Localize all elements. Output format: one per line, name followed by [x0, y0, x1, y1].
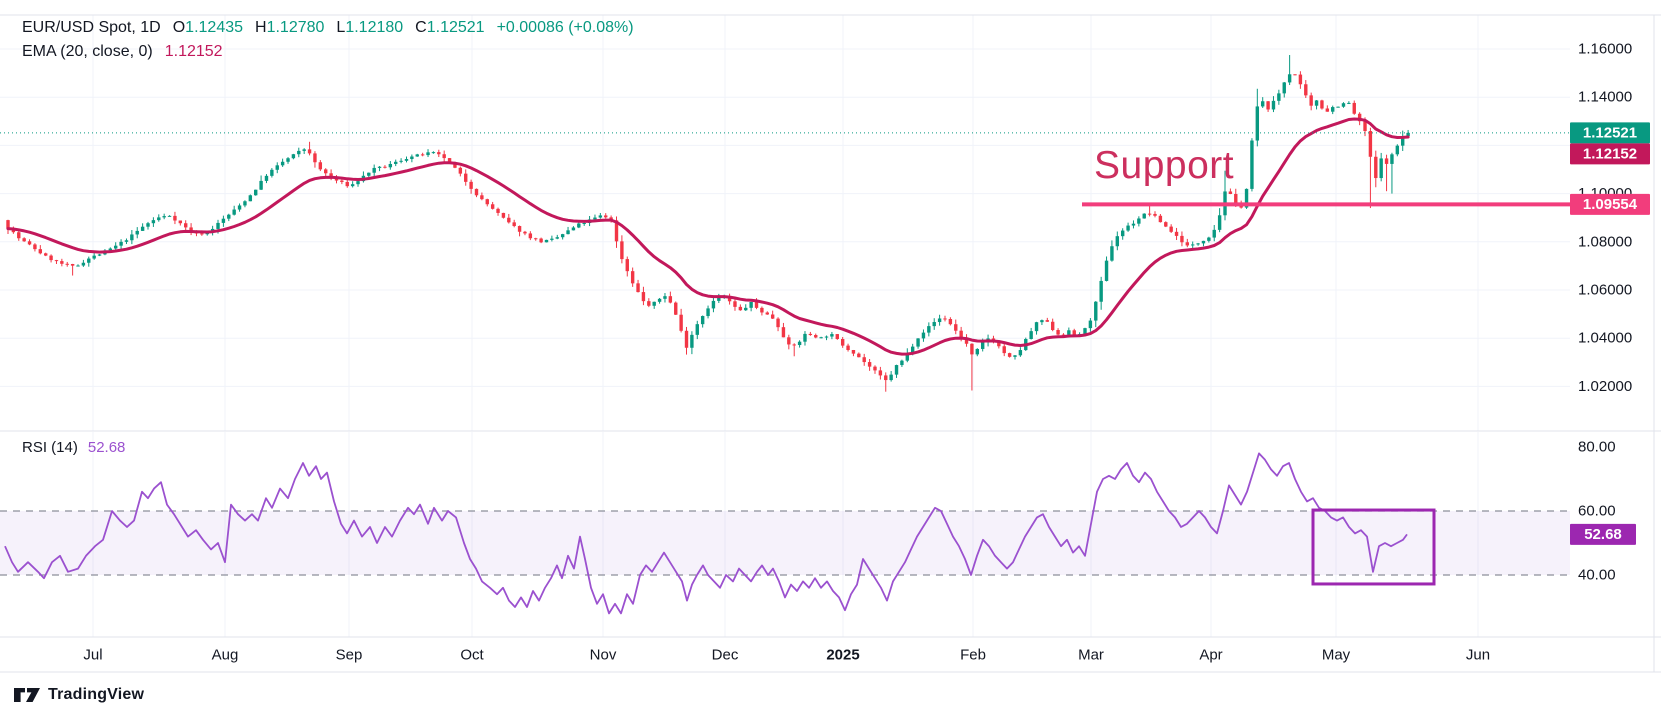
price-axis-label: 1.14000 — [1578, 89, 1632, 106]
rsi-axis-label: 80.00 — [1578, 439, 1616, 456]
rsi-axis-label: 60.00 — [1578, 503, 1616, 520]
price-badge-last-text: 1.12521 — [1583, 124, 1637, 141]
time-axis-label: Nov — [590, 647, 617, 664]
rsi-legend-value: 52.68 — [87, 439, 126, 456]
support-text-annotation[interactable]: Support — [1094, 144, 1235, 187]
ema-legend-label: EMA (20, close, 0) — [22, 43, 153, 60]
rsi-axis-label: 40.00 — [1578, 567, 1616, 584]
price-badge-ema — [1570, 143, 1650, 165]
price-badge-support — [1570, 193, 1650, 215]
tradingview-brand-text: TradingView — [48, 686, 145, 703]
symbol-legend-row[interactable]: EUR/USD Spot, 1D O1.12435 H1.12780 L1.12… — [22, 19, 646, 37]
pane-borders — [0, 14, 1661, 673]
price-axis-label: 1.08000 — [1578, 233, 1632, 250]
ema-legend-value: 1.12152 — [164, 43, 223, 60]
time-axis-label: Feb — [960, 647, 986, 664]
time-axis-label: Jul — [83, 647, 102, 664]
rsi-band — [0, 510, 1570, 576]
time-axis-label: May — [1322, 647, 1351, 664]
ohlc-high: H1.12780 — [255, 19, 325, 36]
time-axis-label: Mar — [1078, 647, 1104, 664]
price-axis-label: 1.06000 — [1578, 282, 1632, 299]
ohlc-low: L1.12180 — [336, 19, 404, 36]
rsi-scale[interactable]: 80.00 60.00 40.00 — [1578, 439, 1616, 584]
time-axis-label: Sep — [336, 647, 363, 664]
time-axis-label: Apr — [1199, 647, 1222, 664]
time-scale[interactable]: Jul Aug Sep Oct Nov Dec 2025 Feb Mar Apr May Jun — [83, 647, 1490, 664]
gridlines — [0, 15, 1570, 637]
rsi-legend-row[interactable]: RSI (14) 52.68 — [22, 439, 125, 456]
candlestick-series — [6, 55, 1410, 392]
time-axis-label: Jun — [1466, 647, 1490, 664]
rsi-line — [4, 452, 1408, 615]
rsi-badge-text: 52.68 — [1584, 526, 1622, 543]
price-badge-support-text: 1.09554 — [1583, 196, 1638, 213]
tradingview-logo-icon — [14, 688, 40, 702]
ohlc-close: C1.12521 — [415, 19, 485, 36]
footer-branding[interactable]: TradingView — [14, 686, 144, 704]
price-badge-ema-text: 1.12152 — [1583, 145, 1637, 162]
time-axis-label: Oct — [460, 647, 484, 664]
rsi-badge: 52.68 — [1570, 523, 1636, 545]
ema-legend-row[interactable]: EMA (20, close, 0) 1.12152 — [22, 43, 223, 61]
price-axis-label: 1.02000 — [1578, 378, 1632, 395]
price-axis-label: 1.04000 — [1578, 330, 1632, 347]
symbol-title: EUR/USD Spot, 1D — [22, 19, 161, 36]
time-axis-label: 2025 — [826, 647, 859, 664]
ema-line[interactable] — [6, 117, 1410, 356]
ohlc-open: O1.12435 — [172, 19, 244, 36]
rsi-legend-label: RSI (14) — [22, 439, 78, 456]
price-badge-last — [1570, 122, 1650, 144]
price-axis-label: 1.16000 — [1578, 41, 1632, 58]
time-axis-label: Dec — [712, 647, 739, 664]
price-badges: 1.12521 1.12152 1.09554 — [1570, 122, 1650, 215]
time-axis-label: Aug — [212, 647, 239, 664]
rsi-highlight-box[interactable] — [1311, 508, 1436, 586]
price-scale[interactable]: 1.160001.140001.100001.080001.060001.040… — [1578, 41, 1632, 395]
ohlc-change: +0.00086 (+0.08%) — [496, 19, 634, 36]
